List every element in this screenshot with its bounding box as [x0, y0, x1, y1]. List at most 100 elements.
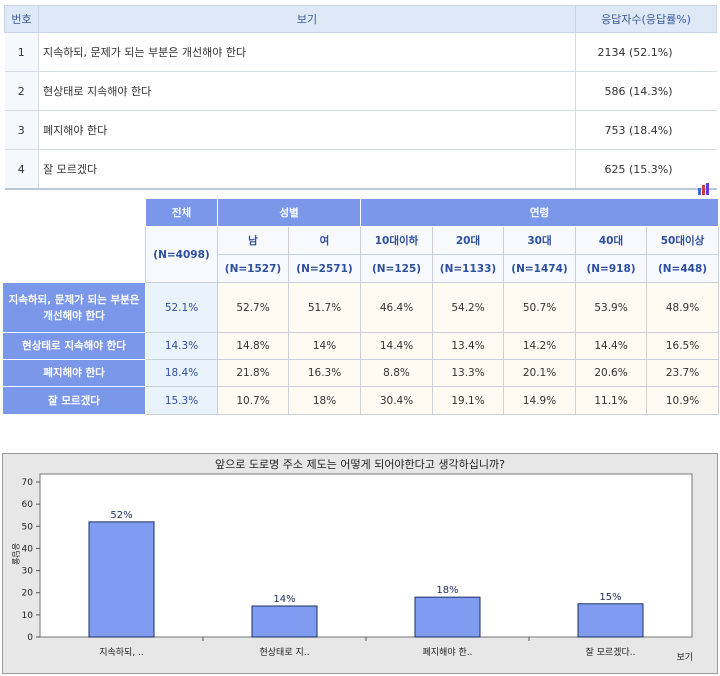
cross-header-row: 전체 성별 연령 — [2, 198, 720, 283]
row-cell: 23.7% — [646, 359, 720, 387]
row-cell: 14.4% — [360, 332, 434, 360]
header-option: 보기 — [38, 5, 576, 33]
row-cell: 19.1% — [432, 386, 505, 415]
subheader-age: 40대 — [575, 226, 648, 255]
row-total: 52.1% — [145, 282, 218, 333]
row-cell: 14.8% — [217, 332, 289, 360]
option-number: 3 — [4, 110, 39, 150]
option-row: 1 지속하되, 문제가 되는 부분은 개선해야 한다 2134 (52.1%) — [4, 32, 717, 72]
options-header-row: 번호 보기 응답자수(응답률%) — [4, 5, 717, 33]
row-label: 현상태로 지속해야 한다 — [2, 332, 146, 360]
option-number: 1 — [4, 32, 39, 72]
row-cell: 18% — [287, 386, 362, 415]
row-cell: 48.9% — [646, 282, 720, 333]
option-count: 625 (15.3%) — [575, 149, 717, 190]
cross-data-row: 잘 모르겠다 15.3% 10.7% 18% 30.4% 19.1% 14.9%… — [2, 386, 720, 415]
option-row: 3 폐지해야 한다 753 (18.4%) — [4, 110, 717, 150]
cross-n-row: (N=1527) (N=2571) (N=125) (N=1133) (N=14… — [3, 254, 720, 283]
bar[interactable] — [414, 596, 481, 638]
option-label: 지속하되, 문제가 되는 부분은 개선해야 한다 — [38, 32, 576, 72]
cross-table: 전체 성별 연령 (N=4098) 남 여 10대이하 20대 30대 40대 … — [2, 198, 720, 415]
n-value: (N=2571) — [287, 254, 362, 283]
row-cell: 14.2% — [503, 332, 577, 360]
y-tick-label: 10 — [22, 611, 34, 621]
n-value: (N=918) — [575, 254, 648, 283]
cross-data-row: 현상태로 지속해야 한다 14.3% 14.8% 14% 14.4% 13.4%… — [2, 332, 720, 360]
x-tick-label: 현상태로 지.. — [260, 647, 310, 658]
option-number: 2 — [4, 71, 39, 111]
bar[interactable] — [251, 605, 318, 638]
row-cell: 21.8% — [217, 359, 289, 387]
row-cell: 46.4% — [360, 282, 434, 333]
row-cell: 20.1% — [503, 359, 577, 387]
cross-data-row: 지속하되, 문제가 되는 부분은 개선해야 한다 52.1% 52.7% 51.… — [2, 282, 720, 333]
row-cell: 54.2% — [432, 282, 505, 333]
row-label: 잘 모르겠다 — [2, 386, 146, 415]
y-tick-label: 60 — [22, 500, 34, 510]
subheader-female: 여 — [287, 226, 362, 255]
row-label: 지속하되, 문제가 되는 부분은 개선해야 한다 — [2, 282, 146, 333]
subheader-male: 남 — [217, 226, 289, 255]
chart-title: 앞으로 도로명 주소 제도는 어떻게 되어야한다고 생각하십니까? — [215, 457, 505, 471]
option-number: 4 — [4, 149, 39, 190]
subheader-age: 50대이상 — [646, 226, 720, 255]
cross-subheader-row: (N=4098) 남 여 10대이하 20대 30대 40대 50대이상 — [3, 226, 720, 283]
subheader-age: 10대이하 — [360, 226, 434, 255]
bar-chart: 앞으로 도로명 주소 제도는 어떻게 되어야한다고 생각하십니까? 응답율 보기… — [2, 453, 718, 674]
row-cell: 30.4% — [360, 386, 434, 415]
n-value: (N=448) — [646, 254, 720, 283]
bar[interactable] — [577, 603, 644, 638]
total-header: 전체 — [145, 198, 218, 227]
option-count: 586 (14.3%) — [575, 71, 717, 111]
option-row: 4 잘 모르겠다 625 (15.3%) — [4, 149, 717, 190]
n-value: (N=1474) — [503, 254, 577, 283]
y-tick-label: 70 — [22, 478, 34, 488]
y-tick-label: 0 — [27, 633, 33, 643]
row-cell: 10.7% — [217, 386, 289, 415]
row-cell: 10.9% — [646, 386, 720, 415]
x-tick-label: 잘 모르겠다.. — [586, 646, 636, 658]
data-label: 14% — [273, 594, 295, 605]
row-total: 15.3% — [145, 386, 218, 415]
total-n: (N=4098) — [145, 226, 218, 283]
bar[interactable] — [88, 521, 155, 638]
n-value: (N=1133) — [432, 254, 505, 283]
row-cell: 13.3% — [432, 359, 505, 387]
option-row: 2 현상태로 지속해야 한다 586 (14.3%) — [4, 71, 717, 111]
x-tick-label: 지속하되, .. — [99, 647, 144, 658]
option-count: 2134 (52.1%) — [575, 32, 717, 72]
row-cell: 16.3% — [287, 359, 362, 387]
data-label: 52% — [110, 510, 132, 521]
n-value: (N=1527) — [217, 254, 289, 283]
y-tick-label: 20 — [22, 589, 34, 599]
subheader-age: 30대 — [503, 226, 577, 255]
cross-data-row: 폐지해야 한다 18.4% 21.8% 16.3% 8.8% 13.3% 20.… — [2, 359, 720, 387]
row-cell: 16.5% — [646, 332, 720, 360]
row-cell: 52.7% — [217, 282, 289, 333]
row-cell: 51.7% — [287, 282, 362, 333]
row-label: 폐지해야 한다 — [2, 359, 146, 387]
n-value: (N=125) — [360, 254, 434, 283]
option-label: 폐지해야 한다 — [38, 110, 576, 150]
bar-chart-svg: 앞으로 도로명 주소 제도는 어떻게 되어야한다고 생각하십니까? 응답율 보기… — [11, 457, 693, 663]
header-count: 응답자수(응답률%) — [575, 5, 717, 33]
x-axis-label: 보기 — [676, 652, 693, 663]
x-tick-label: 폐지해야 한.. — [423, 646, 473, 658]
bar-chart-icon[interactable] — [697, 183, 711, 195]
subheader-age: 20대 — [432, 226, 505, 255]
row-cell: 8.8% — [360, 359, 434, 387]
option-label: 현상태로 지속해야 한다 — [38, 71, 576, 111]
row-cell: 50.7% — [503, 282, 577, 333]
row-cell: 14% — [287, 332, 362, 360]
row-cell: 20.6% — [575, 359, 648, 387]
row-cell: 11.1% — [575, 386, 648, 415]
option-label: 잘 모르겠다 — [38, 149, 576, 190]
header-number: 번호 — [4, 5, 39, 33]
y-tick-label: 50 — [22, 522, 34, 532]
age-header: 연령 — [360, 198, 720, 227]
options-table: 번호 보기 응답자수(응답률%) 1 지속하되, 문제가 되는 부분은 개선해야… — [4, 5, 717, 190]
row-cell: 14.9% — [503, 386, 577, 415]
y-tick-label: 40 — [22, 544, 34, 554]
y-axis-label: 응답율 — [11, 543, 21, 565]
row-cell: 14.4% — [575, 332, 648, 360]
